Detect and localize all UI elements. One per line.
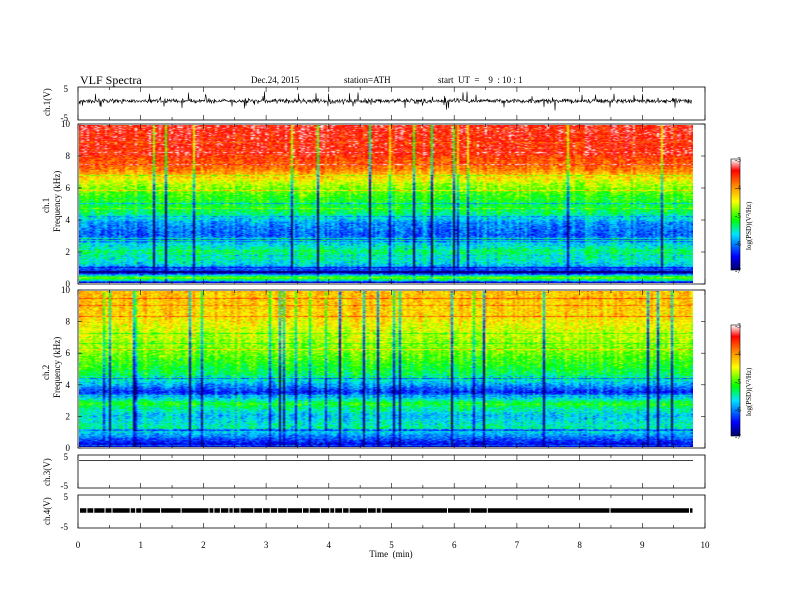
figure-title: VLF Spectra [80, 73, 142, 87]
ch2-colorbar-ticks: -3 -4 -5 -6 -7 [735, 322, 741, 441]
ch1-colorbar [731, 159, 740, 270]
frequency-tick-label: 0 [66, 279, 71, 289]
time-tick-label: 0 [76, 540, 81, 550]
cbar1-tick: -4 [735, 184, 741, 192]
cbar2-tick: -5 [735, 378, 741, 386]
cbar1-label: log(PSD)(V²/Hz) [745, 201, 753, 250]
time-tick-label: 4 [327, 540, 332, 550]
cbar2-label: log(PSD)(V²/Hz) [745, 367, 753, 416]
cbar1-tick: -7 [735, 267, 741, 275]
ch2-spec-ylabel: Frequency (kHz) [52, 337, 62, 398]
ch2-frequency-ticks: 0 2 4 6 8 10 [61, 285, 705, 453]
time-tick-label: 8 [577, 540, 582, 550]
time-tick-label: 9 [640, 540, 645, 550]
ch1-waveform-trace [78, 91, 693, 111]
cbar2-tick: -6 [735, 406, 741, 414]
date-label: Dec.24, 2015 [251, 75, 300, 85]
ch3-wave-ytick: 5 [64, 452, 69, 462]
ch4-waveform-trace [80, 508, 693, 513]
time-axis-labels: 0 1 2 3 4 5 6 7 8 9 10 [76, 540, 710, 550]
cbar2-tick: -7 [735, 433, 741, 441]
frequency-tick-label: 4 [66, 380, 71, 390]
ch1-spectrogram [79, 125, 693, 283]
ch1-spec-ylabel2: ch.1 [41, 198, 51, 213]
frequency-tick-label: 6 [66, 183, 71, 193]
time-axis-label: Time (min) [369, 549, 412, 559]
frequency-tick-label: 10 [61, 285, 71, 295]
ch2-spec-ylabel2: ch.2 [41, 365, 51, 380]
start-ut-label: start UT = 9 : 10 : 1 [438, 75, 523, 85]
time-tick-label: 10 [701, 540, 711, 550]
ch1-frequency-ticks: 0 2 4 6 8 10 [61, 119, 705, 289]
cbar2-tick: -4 [735, 350, 741, 358]
ch2-colorbar [731, 325, 740, 436]
ch2-spectrogram [79, 291, 693, 447]
ch1-spec-ylabel: Frequency (kHz) [52, 171, 62, 232]
ch1-wave-ylabel: ch.1(V) [42, 88, 52, 116]
time-tick-label: 6 [452, 540, 457, 550]
frequency-tick-label: 2 [66, 247, 71, 257]
frequency-tick-label: 2 [66, 411, 71, 421]
frequency-tick-label: 6 [66, 348, 71, 358]
cbar1-tick: -5 [735, 212, 741, 220]
time-tick-label: 3 [264, 540, 269, 550]
cbar1-tick: -3 [735, 156, 741, 164]
frequency-tick-label: 4 [66, 215, 71, 225]
time-tick-label: 2 [201, 540, 206, 550]
frequency-tick-label: 8 [66, 151, 71, 161]
ch4-wave-ytick: 5 [64, 492, 69, 502]
ch4-wave-ylabel: ch.4(V) [42, 497, 52, 525]
time-axis-ticks [77, 87, 706, 528]
station-label: station=ATH [344, 75, 391, 85]
frequency-tick-label: 10 [61, 119, 71, 129]
ch4-wave-ytick: -5 [61, 522, 69, 532]
time-tick-label: 1 [138, 540, 143, 550]
time-tick-label: 7 [515, 540, 520, 550]
frequency-tick-label: 8 [66, 317, 71, 327]
ch1-wave-ytick: -5 [61, 113, 69, 123]
ch3-wave-ylabel: ch.3(V) [42, 458, 52, 486]
time-tick-label: 5 [389, 540, 394, 550]
ch1-colorbar-ticks: -3 -4 -5 -6 -7 [735, 156, 741, 275]
ch3-wave-ytick: -5 [61, 481, 69, 491]
ch1-wave-ytick: 5 [64, 84, 69, 94]
cbar2-tick: -3 [735, 322, 741, 330]
cbar1-tick: -6 [735, 240, 741, 248]
frequency-tick-label: 0 [66, 443, 71, 453]
